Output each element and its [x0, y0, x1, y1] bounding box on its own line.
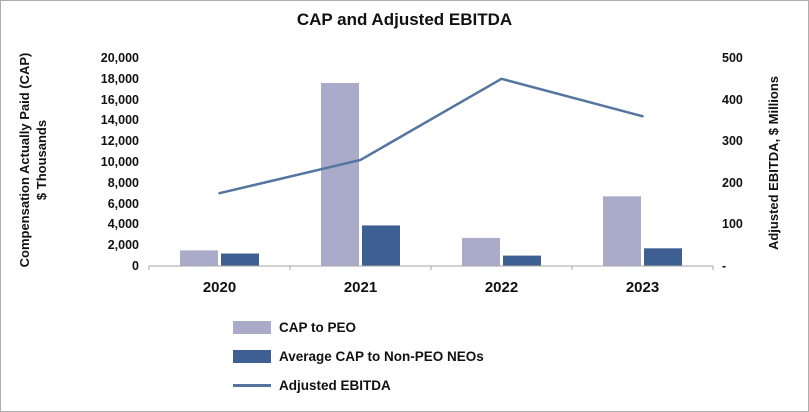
legend-item-adjusted-ebitda: Adjusted EBITDA: [233, 375, 484, 395]
right-tick-label: 200: [722, 175, 743, 190]
left-tick-label: 8,000: [107, 175, 139, 190]
right-tick-label: 300: [722, 134, 743, 149]
bar-series0-2023: [603, 196, 641, 266]
bar-series0-2021: [321, 82, 359, 267]
legend-swatch-avg-cap-non-peo: [233, 349, 271, 363]
left-tick-label: 16,000: [100, 92, 139, 107]
legend-swatch-cap-to-peo: [233, 320, 271, 334]
legend: CAP to PEO Average CAP to Non-PEO NEOs A…: [233, 317, 484, 395]
right-tick-label: -: [722, 259, 727, 273]
bar-series0-2022: [462, 237, 500, 266]
bar-series1-2023: [644, 248, 682, 266]
right-tick-label: 100: [722, 217, 743, 232]
legend-label-adjusted-ebitda: Adjusted EBITDA: [279, 377, 391, 393]
adjusted-ebitda-line: [218, 77, 644, 195]
left-tick-label: 2,000: [107, 238, 139, 253]
legend-item-cap-to-peo: CAP to PEO: [233, 317, 484, 337]
legend-label-avg-cap-non-peo: Average CAP to Non-PEO NEOs: [279, 348, 484, 364]
left-tick-label: 14,000: [100, 113, 139, 128]
left-tick-label: 4,000: [107, 217, 139, 232]
legend-line-swatch-adjusted-ebitda: [233, 383, 271, 387]
left-tick-label: 18,000: [100, 71, 139, 86]
right-tick-label: 500: [722, 51, 743, 65]
left-tick-label: 0: [132, 259, 139, 273]
legend-label-cap-to-peo: CAP to PEO: [279, 319, 357, 335]
bar-series1-2022: [503, 255, 541, 266]
left-tick-label: 10,000: [100, 155, 139, 169]
bar-series1-2021: [362, 225, 400, 266]
legend-item-avg-cap-non-peo: Average CAP to Non-PEO NEOs: [233, 346, 484, 366]
category-label-2023: 2023: [625, 279, 660, 296]
right-tick-label: 400: [722, 92, 743, 107]
category-label-2020: 2020: [202, 279, 237, 296]
left-tick-label: 12,000: [100, 134, 139, 149]
bar-series0-2020: [180, 250, 218, 266]
category-label-2022: 2022: [484, 279, 519, 296]
bar-series1-2020: [221, 253, 259, 266]
left-tick-label: 20,000: [100, 51, 139, 65]
left-tick-label: 6,000: [107, 196, 139, 211]
category-label-2021: 2021: [343, 279, 378, 296]
chart-title: CAP and Adjusted EBITDA: [296, 10, 513, 29]
